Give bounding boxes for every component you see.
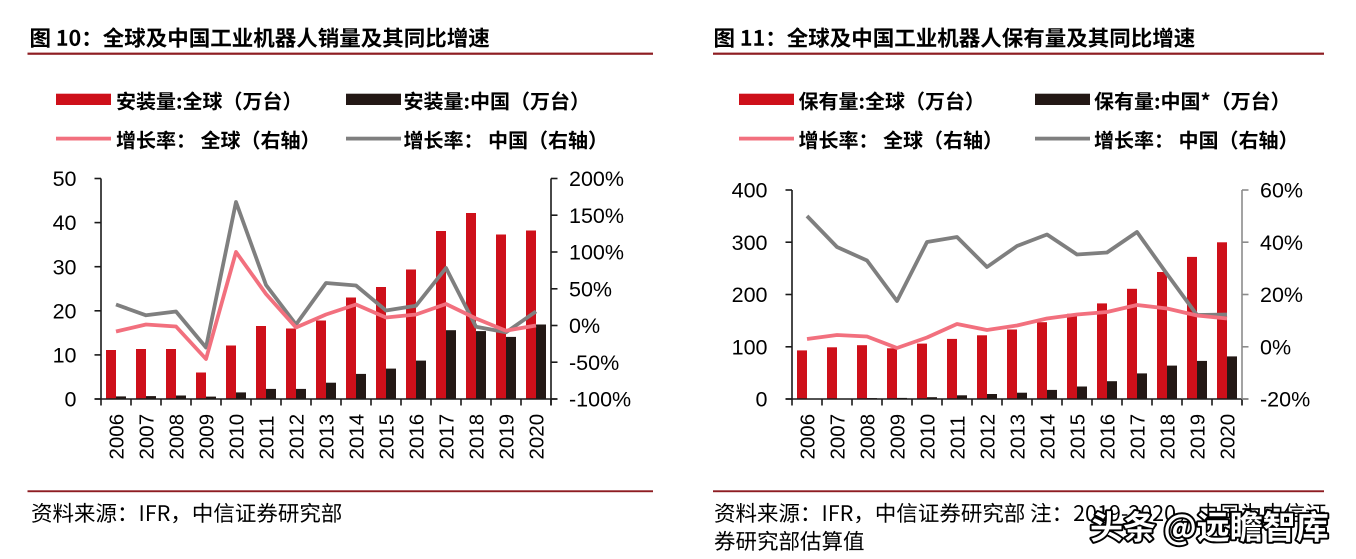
- svg-text:2020: 2020: [1216, 414, 1239, 460]
- svg-text:50%: 50%: [569, 277, 612, 301]
- svg-text:0: 0: [756, 388, 768, 412]
- svg-text:2011: 2011: [255, 415, 278, 459]
- svg-text:2015: 2015: [1066, 414, 1089, 460]
- svg-text:2016: 2016: [1096, 414, 1119, 460]
- svg-text:2017: 2017: [1126, 414, 1149, 460]
- svg-text:100: 100: [732, 335, 768, 359]
- svg-text:20%: 20%: [1260, 283, 1303, 307]
- svg-text:200: 200: [732, 283, 768, 307]
- svg-text:2013: 2013: [315, 414, 338, 460]
- svg-text:2009: 2009: [195, 414, 218, 460]
- svg-text:2019: 2019: [495, 414, 518, 460]
- svg-text:400: 400: [732, 179, 768, 203]
- svg-text:2009: 2009: [886, 414, 909, 460]
- svg-text:20: 20: [53, 299, 77, 323]
- svg-text:50: 50: [53, 167, 77, 191]
- svg-text:0: 0: [65, 388, 77, 412]
- svg-text:10: 10: [53, 344, 77, 368]
- svg-text:60%: 60%: [1260, 179, 1303, 203]
- svg-text:40%: 40%: [1260, 231, 1303, 255]
- svg-text:2013: 2013: [1006, 414, 1029, 460]
- svg-text:2008: 2008: [856, 414, 879, 460]
- svg-text:2014: 2014: [1036, 414, 1059, 460]
- svg-text:150%: 150%: [569, 204, 624, 228]
- svg-text:2020: 2020: [525, 414, 548, 460]
- svg-text:2018: 2018: [1156, 414, 1179, 460]
- svg-text:-100%: -100%: [569, 388, 631, 412]
- svg-text:-50%: -50%: [569, 351, 619, 375]
- svg-text:2007: 2007: [826, 414, 849, 460]
- svg-text:2014: 2014: [345, 414, 368, 460]
- svg-text:100%: 100%: [569, 241, 624, 265]
- svg-text:2006: 2006: [796, 414, 819, 460]
- svg-text:2007: 2007: [135, 414, 158, 460]
- svg-text:0%: 0%: [569, 314, 600, 338]
- svg-text:-20%: -20%: [1260, 388, 1310, 412]
- svg-text:2012: 2012: [976, 414, 999, 460]
- svg-text:30: 30: [53, 255, 77, 279]
- svg-text:2017: 2017: [435, 414, 458, 460]
- svg-text:2018: 2018: [465, 414, 488, 460]
- svg-text:2006: 2006: [105, 414, 128, 460]
- svg-text:2010: 2010: [225, 414, 248, 460]
- svg-text:0%: 0%: [1260, 335, 1291, 359]
- svg-text:200%: 200%: [569, 167, 624, 191]
- svg-text:2016: 2016: [405, 414, 428, 460]
- svg-text:40: 40: [53, 211, 77, 235]
- svg-text:2012: 2012: [285, 414, 308, 460]
- svg-text:2015: 2015: [375, 414, 398, 460]
- svg-text:2011: 2011: [946, 415, 969, 459]
- svg-text:2008: 2008: [165, 414, 188, 460]
- svg-text:300: 300: [732, 231, 768, 255]
- svg-text:2010: 2010: [916, 414, 939, 460]
- svg-text:2019: 2019: [1186, 414, 1209, 460]
